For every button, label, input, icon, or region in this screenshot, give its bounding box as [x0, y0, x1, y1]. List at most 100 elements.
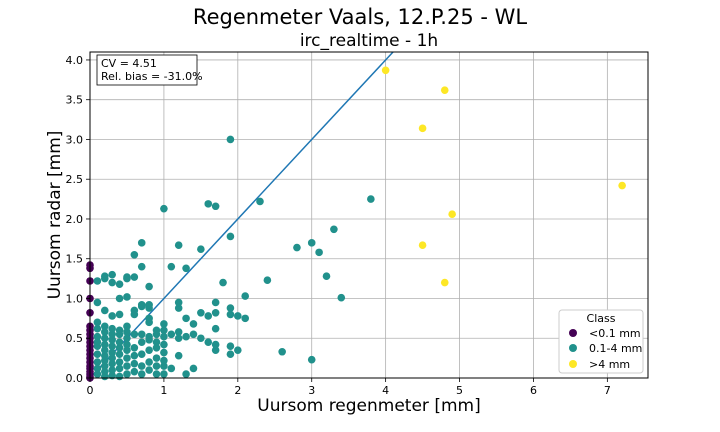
- legend-box: [558, 309, 644, 374]
- data-point: [152, 343, 161, 352]
- y-tick-label: 2.5: [66, 173, 84, 186]
- data-point: [381, 66, 390, 75]
- data-point: [115, 358, 124, 366]
- data-point: [160, 326, 168, 335]
- data-point: [115, 372, 124, 381]
- data-point: [263, 276, 272, 285]
- data-point: [211, 340, 220, 349]
- stats-annotation: CV = 4.51 Rel. bias = -31.0%: [96, 54, 203, 86]
- data-point: [145, 314, 153, 323]
- data-point: [160, 340, 168, 349]
- legend-marker-lt01: [569, 329, 577, 337]
- data-point: [130, 330, 139, 339]
- data-point: [189, 364, 198, 373]
- data-point: [145, 346, 153, 354]
- data-point: [137, 338, 146, 347]
- grid: [89, 52, 648, 379]
- data-point: [108, 366, 116, 374]
- data-point: [93, 358, 102, 366]
- data-points: [86, 66, 626, 382]
- bias-text: Rel. bias = -31.0%: [101, 70, 203, 83]
- reference-line-layer: [89, 51, 394, 379]
- data-point: [93, 350, 102, 358]
- data-point: [197, 334, 205, 343]
- data-point: [211, 298, 220, 307]
- data-point: [93, 370, 102, 378]
- data-point: [108, 348, 116, 357]
- legend: Class <0.1 mm 0.1-4 mm >4 mm: [558, 309, 644, 374]
- data-point: [130, 250, 139, 259]
- data-point: [145, 282, 153, 291]
- data-point: [234, 346, 242, 354]
- data-point: [618, 181, 626, 190]
- data-point: [108, 354, 116, 362]
- one-to-one-line: [89, 51, 394, 379]
- data-point: [100, 367, 109, 376]
- data-point: [189, 320, 198, 328]
- data-point: [241, 292, 250, 300]
- data-point: [160, 204, 168, 213]
- data-point: [137, 370, 146, 378]
- data-point: [182, 370, 190, 378]
- data-point: [226, 342, 235, 350]
- data-point: [145, 301, 153, 309]
- data-point: [108, 270, 116, 279]
- data-point: [123, 293, 131, 301]
- y-tick-label: 3.0: [66, 133, 84, 146]
- data-point: [93, 338, 102, 347]
- data-point: [100, 340, 109, 349]
- data-point: [256, 197, 264, 206]
- data-point: [197, 309, 205, 317]
- data-point: [115, 294, 124, 303]
- data-point: [115, 280, 124, 288]
- x-tick-label: 6: [530, 384, 537, 397]
- data-point: [123, 322, 131, 331]
- y-axis-label: Uursom radar [mm]: [45, 131, 65, 300]
- data-point: [189, 330, 198, 339]
- data-point: [278, 347, 286, 356]
- data-point: [174, 298, 183, 307]
- data-point: [93, 277, 102, 285]
- chart-title: Regenmeter Vaals, 12.P.25 - WL: [193, 5, 527, 29]
- data-point: [130, 273, 139, 281]
- data-point: [137, 330, 146, 339]
- legend-label-gt4: >4 mm: [589, 358, 630, 371]
- data-point: [137, 350, 146, 358]
- series-group: [93, 135, 375, 381]
- data-point: [108, 278, 116, 287]
- data-point: [130, 351, 139, 360]
- data-point: [115, 350, 124, 358]
- legend-marker-01-4: [569, 344, 577, 352]
- data-point: [241, 314, 250, 323]
- data-point: [100, 272, 109, 281]
- y-tick-label: 1.5: [66, 253, 84, 266]
- data-point: [115, 338, 124, 347]
- data-point: [307, 239, 316, 247]
- data-point: [108, 336, 116, 344]
- legend-label-lt01: <0.1 mm: [589, 327, 641, 340]
- series-group: [381, 66, 626, 287]
- data-point: [137, 262, 146, 271]
- data-point: [182, 332, 190, 341]
- data-point: [145, 358, 153, 366]
- plot-frame: [89, 51, 649, 379]
- data-point: [100, 362, 109, 370]
- data-point: [123, 354, 131, 362]
- data-point: [226, 304, 235, 312]
- data-point: [100, 322, 109, 331]
- y-tick-label: 4.0: [66, 54, 84, 67]
- data-point: [226, 350, 235, 358]
- data-point: [160, 332, 168, 341]
- data-point: [93, 298, 102, 307]
- y-axis-ticks: 0.0 0.5 1.0 1.5 2.0 2.5 3.0 3.5 4.0: [66, 54, 90, 385]
- data-point: [108, 342, 116, 350]
- data-point: [234, 312, 242, 320]
- data-point: [197, 245, 205, 253]
- data-point: [211, 309, 220, 317]
- cv-text: CV = 4.51: [101, 57, 157, 70]
- data-point: [123, 328, 131, 336]
- data-point: [123, 370, 131, 378]
- data-point: [130, 367, 139, 376]
- y-tick-label: 1.0: [66, 292, 84, 305]
- data-point: [100, 328, 109, 336]
